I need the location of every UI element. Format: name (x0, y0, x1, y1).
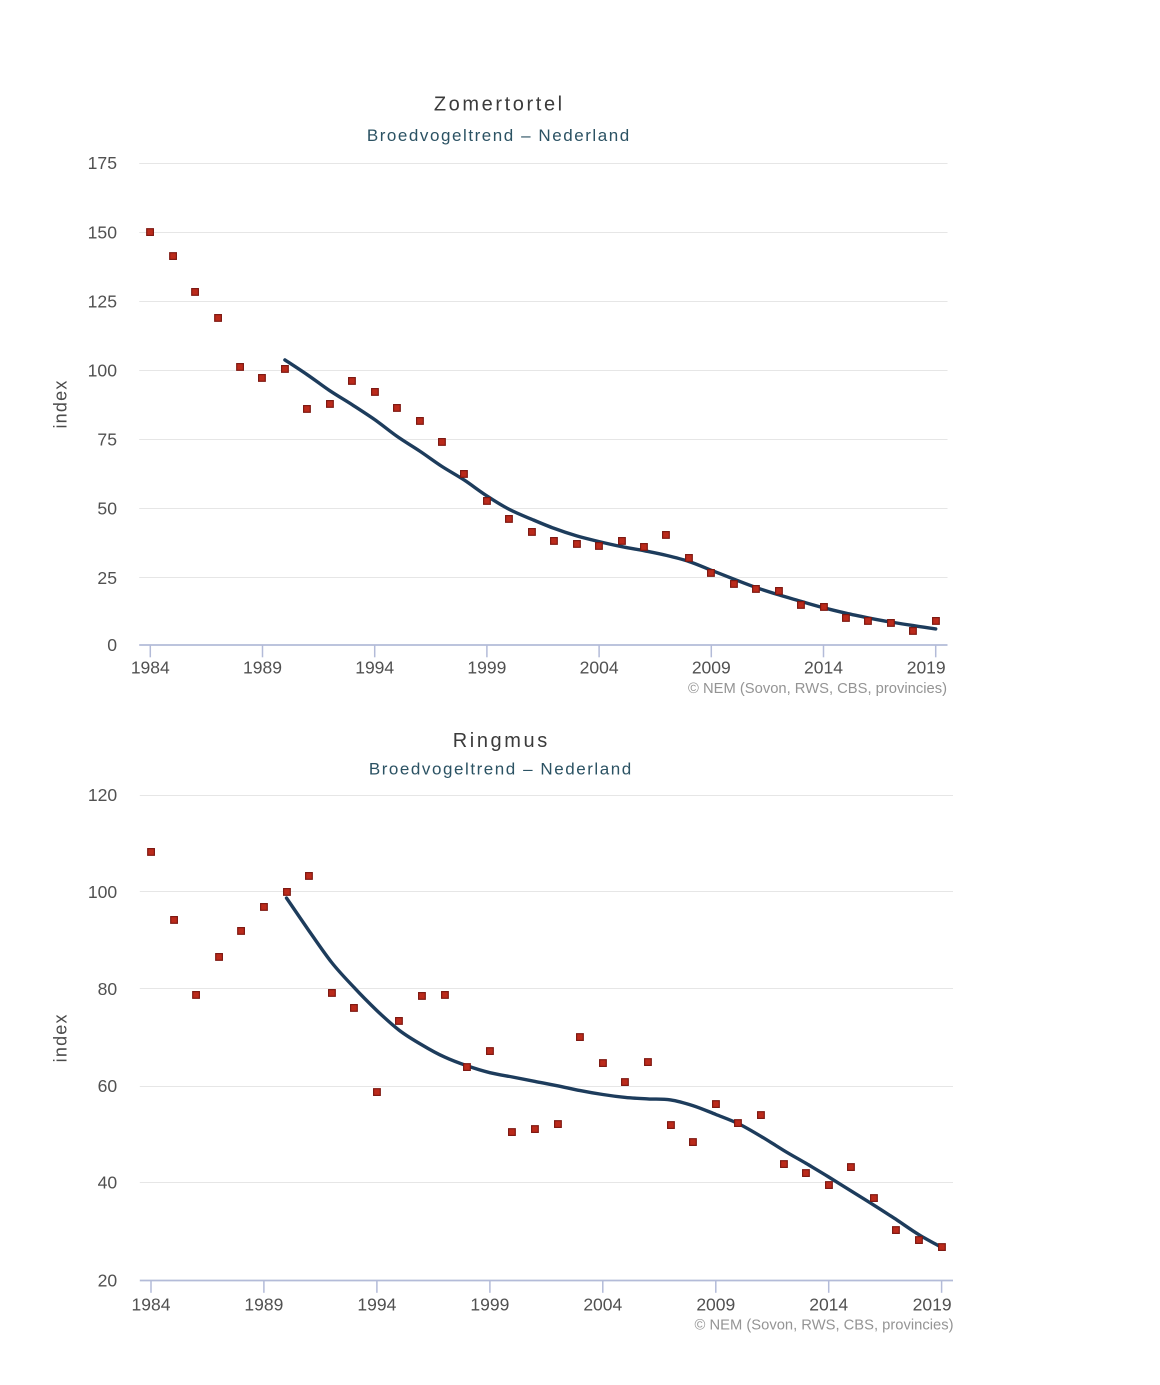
svg-text:40: 40 (98, 1173, 118, 1193)
svg-text:1994: 1994 (355, 658, 394, 678)
svg-text:60: 60 (98, 1076, 118, 1096)
svg-text:150: 150 (88, 222, 118, 242)
svg-text:1989: 1989 (244, 1294, 283, 1314)
svg-text:0: 0 (107, 635, 117, 655)
svg-text:index: index (51, 1013, 71, 1062)
svg-text:2009: 2009 (696, 1294, 735, 1314)
svg-text:1989: 1989 (243, 658, 282, 678)
svg-text:Broedvogeltrend – Nederland: Broedvogeltrend – Nederland (369, 759, 633, 778)
svg-text:© NEM (Sovon, RWS, CBS, provin: © NEM (Sovon, RWS, CBS, provincies) (688, 681, 947, 697)
svg-text:80: 80 (98, 979, 118, 999)
svg-text:Broedvogeltrend – Nederland: Broedvogeltrend – Nederland (367, 126, 631, 145)
svg-text:2014: 2014 (809, 1294, 848, 1314)
svg-text:1984: 1984 (131, 658, 170, 678)
svg-text:100: 100 (88, 882, 118, 902)
svg-text:Ringmus: Ringmus (453, 730, 550, 752)
svg-text:100: 100 (88, 361, 118, 381)
svg-text:1999: 1999 (470, 1294, 509, 1314)
svg-text:2019: 2019 (913, 1294, 952, 1314)
svg-text:Zomertortel: Zomertortel (434, 94, 565, 116)
svg-text:1984: 1984 (132, 1294, 171, 1314)
svg-text:2004: 2004 (580, 658, 619, 678)
svg-text:25: 25 (97, 568, 117, 588)
svg-text:2004: 2004 (583, 1294, 622, 1314)
svg-text:20: 20 (98, 1271, 118, 1291)
svg-text:© NEM (Sovon, RWS, CBS, provin: © NEM (Sovon, RWS, CBS, provincies) (695, 1317, 954, 1333)
svg-text:2019: 2019 (907, 658, 946, 678)
svg-text:index: index (51, 379, 71, 428)
svg-text:50: 50 (97, 499, 117, 519)
svg-text:2014: 2014 (804, 658, 843, 678)
svg-text:1999: 1999 (467, 658, 506, 678)
svg-text:1994: 1994 (357, 1294, 396, 1314)
svg-text:2009: 2009 (692, 658, 731, 678)
svg-text:125: 125 (88, 292, 118, 312)
svg-text:175: 175 (88, 153, 118, 173)
svg-text:75: 75 (97, 430, 117, 450)
svg-text:120: 120 (88, 785, 118, 805)
